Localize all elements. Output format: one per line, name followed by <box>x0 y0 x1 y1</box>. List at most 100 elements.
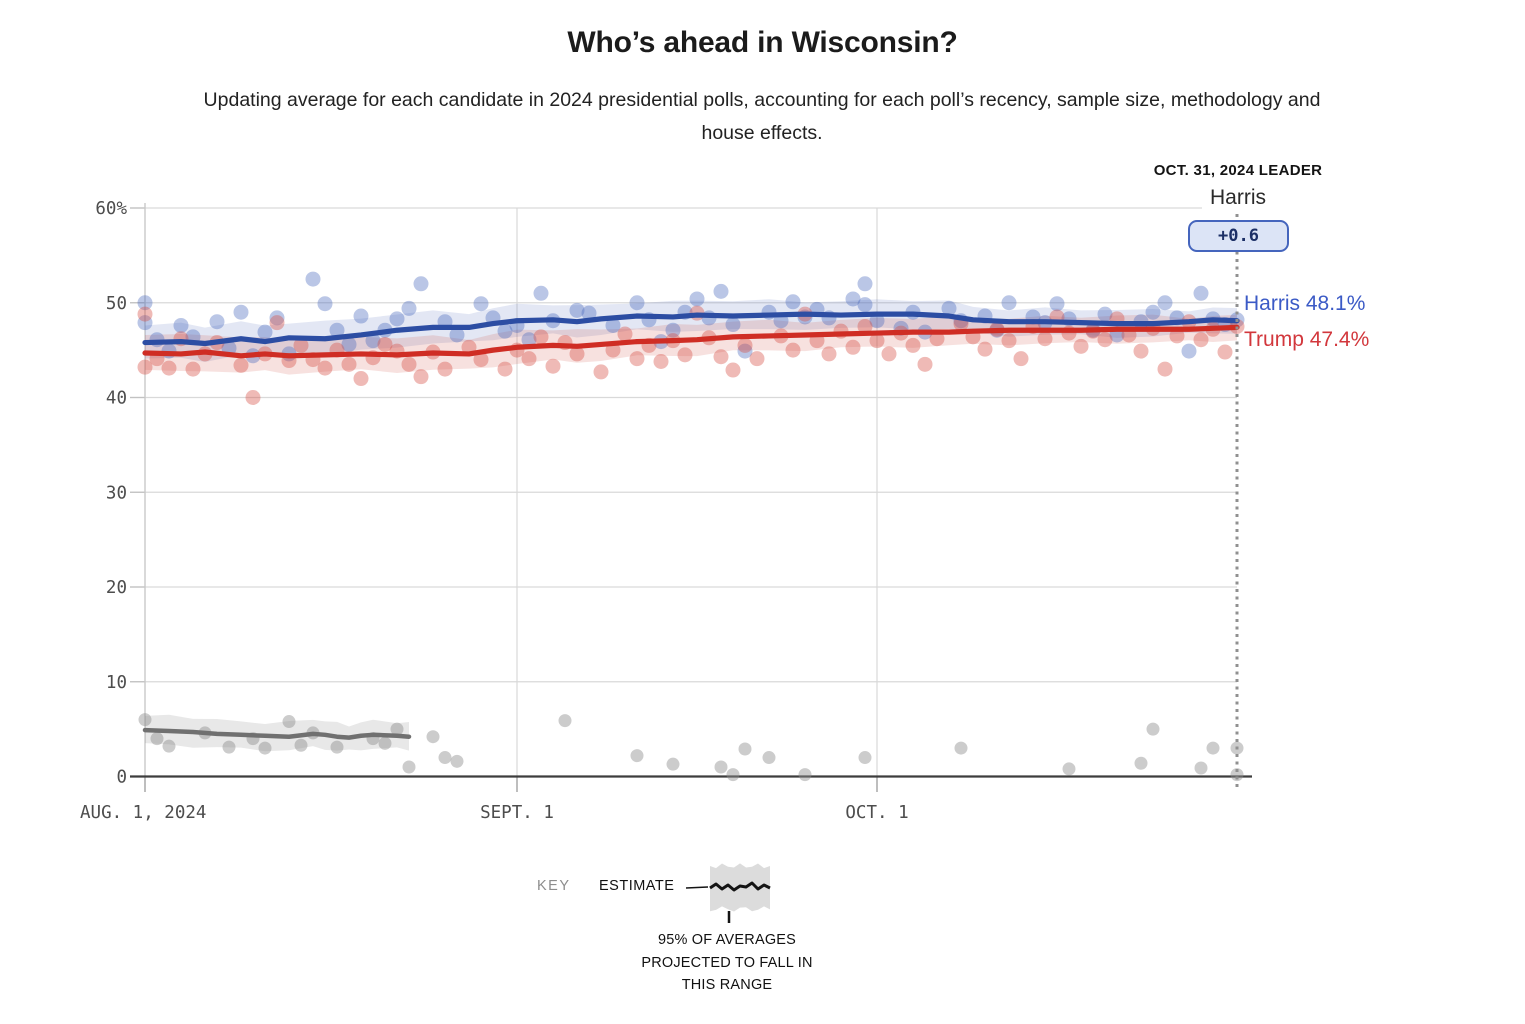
trump-poll-dot <box>725 362 741 378</box>
y-tick-label: 30 <box>106 483 127 503</box>
harris-poll-dot <box>1097 306 1113 322</box>
third-uncertainty-band <box>145 714 409 752</box>
harris-poll-dot <box>413 276 429 292</box>
trump-poll-dot <box>137 359 153 375</box>
harris-poll-dot <box>137 295 153 311</box>
trump-poll-dot <box>1193 332 1209 348</box>
third-poll-dot <box>858 751 872 765</box>
trump-poll-dot <box>1133 343 1149 359</box>
harris-end-label: Harris 48.1% <box>1244 292 1366 315</box>
y-tick-label: 20 <box>106 578 127 598</box>
trump-poll-dot <box>185 361 201 377</box>
harris-poll-dot <box>629 295 645 311</box>
trump-poll-dot <box>869 333 885 349</box>
harris-poll-dot <box>737 343 753 359</box>
harris-trend-line <box>142 311 1240 347</box>
third-poll-dot <box>390 722 404 736</box>
third-poll-dot <box>138 713 152 727</box>
harris-poll-dot <box>869 313 885 329</box>
harris-poll-dot <box>353 308 369 324</box>
leader-name: Harris <box>1138 186 1338 210</box>
third-poll-dot <box>1134 756 1148 770</box>
harris-poll-dot <box>665 322 681 338</box>
trump-poll-dot <box>245 390 261 405</box>
harris-poll-dot <box>521 332 537 348</box>
trump-poll-dot <box>737 337 753 353</box>
leader-heading: OCT. 31, 2024 LEADER <box>1153 162 1323 179</box>
third-poll-dot <box>450 754 464 768</box>
trump-poll-dot <box>1097 332 1113 348</box>
trump-poll-dot <box>293 337 309 353</box>
harris-poll-dot <box>1193 285 1209 301</box>
trump-poll-dot <box>845 339 861 355</box>
trump-poll-dot <box>1001 333 1017 349</box>
y-tick-label: 10 <box>106 673 127 693</box>
trump-poll-dot <box>473 352 489 368</box>
leader-margin-badge[interactable]: +0.6 <box>1188 220 1289 252</box>
harris-poll-dot <box>1181 343 1197 359</box>
third-poll-dot <box>630 749 644 763</box>
harris-poll-dot <box>233 304 249 320</box>
trump-poll-dot <box>413 369 429 385</box>
trump-poll-dot <box>1157 361 1173 377</box>
third-poll-dot <box>426 730 440 744</box>
harris-poll-dot <box>1145 304 1161 320</box>
trump-poll-dot <box>593 364 609 380</box>
third-poll-dot <box>282 715 296 729</box>
trump-poll-dot <box>161 360 177 376</box>
harris-poll-dot <box>209 314 225 330</box>
x-tick-label: AUG. 1, 2024 <box>80 803 206 823</box>
trump-poll-dot <box>1169 328 1185 344</box>
trump-poll-dot <box>233 357 249 373</box>
harris-poll-dot <box>857 297 873 313</box>
trump-poll-dot <box>521 351 537 367</box>
trump-end-label: Trump 47.4% <box>1244 328 1370 351</box>
third-poll-dot <box>378 736 392 750</box>
trump-trend-line <box>142 324 1240 359</box>
trump-poll-dot <box>533 329 549 345</box>
trump-poll-dot <box>377 336 393 352</box>
third-poll-dot <box>714 760 728 774</box>
harris-poll-dot <box>365 333 381 349</box>
trump-poll-dot <box>497 361 513 377</box>
trump-poll-dot <box>617 326 633 342</box>
trump-poll-dot <box>749 351 765 367</box>
trump-poll-dot <box>677 347 693 363</box>
trump-poll-dot <box>137 306 153 322</box>
trump-poll-dot <box>929 331 945 347</box>
key-estimate-squiggle <box>709 881 771 892</box>
third-poll-dot <box>738 742 752 756</box>
harris-poll-dot <box>173 317 189 333</box>
harris-poll-dot <box>389 311 405 327</box>
x-tick-label: SEPT. 1 <box>480 803 554 823</box>
harris-poll-dot <box>941 300 957 316</box>
trump-poll-dot <box>917 356 933 372</box>
third-poll-dot <box>1146 722 1160 736</box>
third-trend-line <box>142 727 412 740</box>
trump-poll-dot <box>977 341 993 357</box>
harris-poll-dot <box>1157 295 1173 311</box>
trump-poll-dot <box>881 346 897 362</box>
third-poll-dot <box>438 751 452 765</box>
third-poll-dot <box>954 741 968 755</box>
harris-poll-dot <box>401 300 417 316</box>
y-tick-label: 60% <box>95 199 127 219</box>
third-poll-dot <box>162 739 176 753</box>
trump-poll-dot <box>569 346 585 362</box>
harris-poll-dot <box>269 310 285 326</box>
trump-poll-dot <box>317 360 333 376</box>
third-poll-dot <box>150 732 164 746</box>
key-band-note: 95% OF AVERAGES PROJECTED TO FALL IN THI… <box>641 932 813 993</box>
third-poll-dot <box>1230 768 1244 782</box>
harris-poll-dot <box>473 296 489 312</box>
key-label: KEY <box>537 878 571 894</box>
harris-poll-dot <box>845 291 861 307</box>
third-poll-dot <box>726 768 740 782</box>
harris-poll-dot <box>569 302 585 318</box>
third-poll-dot <box>402 760 416 774</box>
harris-poll-dot <box>449 327 465 343</box>
third-poll-dot <box>1206 741 1220 755</box>
harris-poll-dot <box>785 294 801 310</box>
